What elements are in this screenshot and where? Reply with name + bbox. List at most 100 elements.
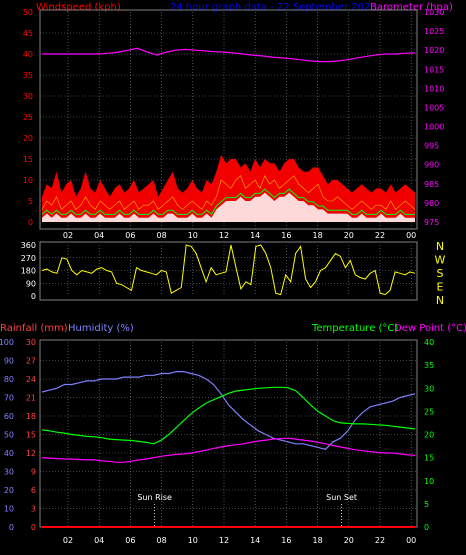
- temperature-tick-labels: 0 5 10 15 20 25 30 35 40: [424, 338, 434, 532]
- y-tick-label: 25: [23, 113, 33, 122]
- dewpoint-series: [41, 437, 416, 463]
- y2-tick-label: 1005: [424, 103, 444, 112]
- graph-title: 24 hour graph data - 22 September 2023: [170, 2, 377, 13]
- windspeed-line: [41, 175, 416, 210]
- direction-tick-label: 90: [26, 279, 36, 288]
- humidity-tick-label: 70: [4, 394, 14, 403]
- humidity-tick-label: 10: [4, 505, 14, 514]
- temperature-tick-label: 25: [424, 407, 434, 416]
- rainfall-tick-label: 3: [31, 505, 36, 514]
- x-tick-label: 12: [219, 536, 229, 545]
- x-tick-label: 20: [344, 536, 354, 545]
- rainfall-tick-label: 6: [31, 486, 36, 495]
- y-tick-label: 45: [23, 29, 33, 38]
- direction-tick-label: 360: [21, 241, 36, 250]
- average-area: [42, 192, 415, 222]
- temperature-axis-title: Temperature (°C): [311, 323, 398, 334]
- y-tick-label: 0: [28, 218, 33, 227]
- compass-label: N: [436, 294, 444, 307]
- y2-tick-label: 1000: [424, 123, 444, 132]
- direction-tick-label: 180: [21, 267, 36, 276]
- y-tick-label: 40: [23, 50, 33, 59]
- x-tick-label: 14: [250, 231, 260, 240]
- x-tick-label: 00: [406, 536, 416, 545]
- compass-label: W: [435, 254, 446, 267]
- x-tick-label: 08: [157, 231, 167, 240]
- humidity-tick-label: 80: [4, 375, 14, 384]
- dewpoint-axis-title: Dew Point (°C): [394, 323, 466, 334]
- barometer-line: [42, 47, 416, 63]
- x-tick-label: 08: [157, 536, 167, 545]
- barometer-series: [42, 47, 416, 63]
- humidity-tick-label: 90: [4, 357, 14, 366]
- humidity-tick-labels: 0 10 20 30 40 50 60 70 80 90 100: [0, 338, 14, 532]
- panel-frame: [39, 9, 418, 230]
- barometer-axis-title: Barometer (hpa): [370, 2, 453, 13]
- windspeed-series: [41, 175, 416, 210]
- y-tick-label: 5: [28, 197, 33, 206]
- rainfall-tick-label: 9: [31, 468, 36, 477]
- humidity-tick-label: 40: [4, 449, 14, 458]
- rainfall-tick-label: 0: [31, 523, 36, 532]
- windspeed-tick-labels: 0 5 10 15 20 25 30 35 40 45 50: [23, 8, 33, 227]
- rainfall-tick-label: 15: [26, 431, 36, 440]
- x-tick-label: 16: [281, 536, 291, 545]
- y-tick-label: 20: [23, 134, 33, 143]
- rainfall-tick-label: 18: [26, 412, 36, 421]
- humidity-tick-label: 60: [4, 412, 14, 421]
- y2-tick-label: 1020: [424, 46, 444, 55]
- y2-tick-label: 1030: [424, 8, 444, 17]
- barometer-tick-labels: 975 980 985 990 995 1000 1005 1010 1015 1020 1025 1…: [424, 8, 444, 227]
- rainfall-tick-labels: 0 3 6 9 12 15 18 21 24 27 30: [26, 338, 36, 532]
- x-tick-label: 20: [344, 231, 354, 240]
- y2-tick-label: 1025: [424, 27, 444, 36]
- x-tick-label: 00: [406, 231, 416, 240]
- x-tick-label: 04: [94, 536, 104, 545]
- sunrise-label: Sun Rise: [137, 493, 172, 502]
- x-tick-label: 06: [125, 536, 135, 545]
- temperature-tick-label: 5: [424, 500, 429, 509]
- humidity-tick-label: 20: [4, 486, 14, 495]
- direction-tick-labels: 0 90 180 270 360: [21, 241, 36, 301]
- direction-line: [41, 244, 416, 296]
- x-tick-label: 02: [63, 536, 73, 545]
- gust-area: [42, 154, 415, 222]
- rainfall-tick-label: 21: [26, 394, 36, 403]
- direction-tick-label: 0: [31, 292, 36, 301]
- average-series: [41, 188, 415, 222]
- x-tick-label: 04: [94, 231, 104, 240]
- humidity-tick-label: 30: [4, 468, 14, 477]
- compass-label: E: [437, 281, 444, 294]
- humidity-tick-label: 50: [4, 431, 14, 440]
- y-tick-label: 10: [23, 176, 33, 185]
- compass-label: S: [437, 267, 444, 280]
- x-tick-label: 10: [188, 536, 198, 545]
- x-tick-label: 12: [219, 231, 229, 240]
- humidity-tick-label: 0: [9, 523, 14, 532]
- gust-series: [42, 154, 415, 222]
- temperature-tick-label: 0: [424, 523, 429, 532]
- x-tick-label: 22: [375, 536, 385, 545]
- humidity-tick-label: 100: [0, 338, 14, 347]
- average-line: [41, 188, 415, 216]
- temperature-series: [41, 386, 416, 445]
- temperature-tick-label: 35: [424, 361, 434, 370]
- x-tick-label: 18: [313, 536, 323, 545]
- panel-grid: [40, 245, 417, 296]
- x-tick-labels: 02 04 06 08 10 12 14 16 18 20 22 00: [63, 231, 416, 240]
- x-tick-label: 06: [125, 231, 135, 240]
- x-tick-labels: 02 04 06 08 10 12 14 16 18 20 22 00: [63, 536, 416, 545]
- rainfall-tick-label: 12: [26, 449, 36, 458]
- panel-frame: [39, 241, 418, 301]
- y2-tick-label: 995: [424, 142, 439, 151]
- y2-tick-label: 975: [424, 218, 439, 227]
- panel-grid: [40, 342, 417, 527]
- y-tick-label: 15: [23, 155, 33, 164]
- temperature-tick-label: 10: [424, 477, 434, 486]
- y-tick-label: 50: [23, 8, 33, 17]
- rainfall-axis-title: Rainfall (mm): [0, 323, 68, 334]
